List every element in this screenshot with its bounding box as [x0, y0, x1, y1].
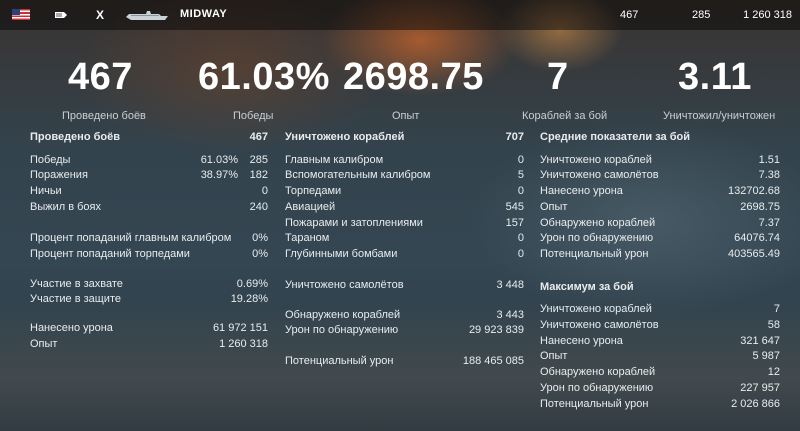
summary-exp-label: Опыт [392, 110, 420, 122]
stat-label: Нанесено урона [30, 322, 113, 334]
stat-label: Торпедами [285, 185, 342, 197]
stat-value: 227 957 [740, 382, 780, 394]
stat-value: 0 [517, 248, 524, 260]
stat-value: 157 [505, 217, 524, 229]
stat-value: 0.69% [236, 278, 268, 290]
summary-battles-value: 467 [68, 56, 133, 98]
stat-value: 545 [505, 201, 524, 213]
stat-value: 285 [249, 154, 268, 166]
stat-value: 29 923 839 [468, 324, 524, 336]
stat-value: 0 [517, 185, 524, 197]
stat-percent: 61.03% [200, 154, 238, 166]
stat-label: Уничтожено кораблей [540, 154, 652, 166]
stat-value: 188 465 085 [462, 355, 524, 367]
summary-battles-label: Проведено боёв [62, 110, 146, 122]
stat-value: 182 [249, 169, 268, 181]
stat-value: 2 026 866 [731, 398, 780, 410]
stat-label: Обнаружено кораблей [540, 366, 656, 378]
stat-label: Выжил в боях [30, 201, 101, 213]
ship-name: MIDWAY [180, 8, 228, 20]
stat-label: Урон по обнаружению [540, 232, 654, 244]
header-battles: 467 [620, 9, 639, 21]
stat-value: 58 [767, 319, 780, 331]
stat-value: 12 [767, 366, 780, 378]
stat-label: Победы [30, 154, 71, 166]
summary-winrate-label: Победы [233, 110, 274, 122]
stat-value: 321 647 [740, 335, 780, 347]
stat-label: Опыт [540, 201, 568, 213]
stat-value: 132702.68 [728, 185, 780, 197]
stat-label: Нанесено урона [540, 335, 623, 347]
stat-value: 0% [252, 232, 268, 244]
stat-label: Тараном [285, 232, 330, 244]
stat-value: 5 [517, 169, 524, 181]
stat-label: Уничтожено самолётов [540, 169, 659, 181]
ship-silhouette-icon [125, 8, 169, 22]
col1-title: Проведено боёв [30, 131, 120, 143]
stat-label: Ничьи [30, 185, 62, 197]
stat-value: 64076.74 [734, 232, 780, 244]
col3-avg-title: Средние показатели за бой [540, 131, 690, 143]
col2-title-value: 707 [505, 131, 524, 143]
stat-value: 0 [517, 232, 524, 244]
col2-title: Уничтожено кораблей [285, 131, 405, 143]
stat-label: Уничтожено самолётов [285, 279, 404, 291]
stat-label: Опыт [30, 338, 58, 350]
stat-label: Уничтожено самолётов [540, 319, 659, 331]
stat-label: Авиацией [285, 201, 336, 213]
ship-header-bar[interactable]: X MIDWAY 467 285 1 260 318 [0, 0, 800, 30]
stat-value: 2698.75 [740, 201, 780, 213]
background-ships-blur [0, 300, 800, 431]
col1-title-value: 467 [249, 131, 268, 143]
stat-label: Глубинными бомбами [285, 248, 398, 260]
stat-value: 240 [249, 201, 268, 213]
summary-kd-label: Уничтожил/уничтожен [663, 110, 776, 122]
summary-exp-value: 2698.75 [343, 56, 484, 98]
stat-label: Опыт [540, 350, 568, 362]
stat-value: 7 [773, 303, 780, 315]
summary-kd-value: 3.11 [678, 56, 752, 98]
stat-label: Процент попаданий торпедами [30, 248, 190, 260]
stat-label: Вспомогательным калибром [285, 169, 431, 181]
summary-winrate-value: 61.03% [198, 56, 330, 98]
stat-label: Потенциальный урон [285, 355, 394, 367]
stat-value: 1 260 318 [219, 338, 268, 350]
stat-value: 19.28% [230, 293, 268, 305]
stat-label: Урон по обнаружению [285, 324, 399, 336]
stat-label: Главным калибром [285, 154, 384, 166]
stat-value: 61 972 151 [212, 322, 268, 334]
usa-flag-icon [12, 9, 30, 20]
stat-label: Участие в защите [30, 293, 121, 305]
stat-value: 403565.49 [728, 248, 780, 260]
header-experience: 1 260 318 [743, 9, 792, 21]
stat-label: Процент попаданий главным калибром [30, 232, 232, 244]
ship-tier: X [96, 8, 105, 22]
summary-ships-label: Кораблей за бой [522, 110, 608, 122]
stat-label: Нанесено урона [540, 185, 623, 197]
summary-ships-value: 7 [547, 56, 569, 98]
stat-value: 0 [261, 185, 268, 197]
stat-label: Поражения [30, 169, 88, 181]
stat-label: Пожарами и затоплениями [285, 217, 423, 229]
stat-value: 3 448 [496, 279, 524, 291]
stat-label: Урон по обнаружению [540, 382, 654, 394]
stat-value: 3 443 [496, 309, 524, 321]
stat-percent: 38.97% [200, 169, 238, 181]
stat-label: Обнаружено кораблей [285, 309, 401, 321]
stat-value: 1.51 [758, 154, 780, 166]
stat-value: 5 987 [752, 350, 780, 362]
stat-label: Участие в захвате [30, 278, 123, 290]
stat-label: Обнаружено кораблей [540, 217, 656, 229]
stat-label: Потенциальный урон [540, 398, 649, 410]
stat-label: Уничтожено кораблей [540, 303, 652, 315]
aircraft-carrier-icon [55, 10, 69, 23]
header-wins: 285 [692, 9, 711, 21]
stat-value: 0% [252, 248, 268, 260]
stat-value: 7.38 [758, 169, 780, 181]
stat-label: Потенциальный урон [540, 248, 649, 260]
col3-max-title: Максимум за бой [540, 281, 634, 293]
stat-value: 0 [517, 154, 524, 166]
stat-value: 7.37 [758, 217, 780, 229]
